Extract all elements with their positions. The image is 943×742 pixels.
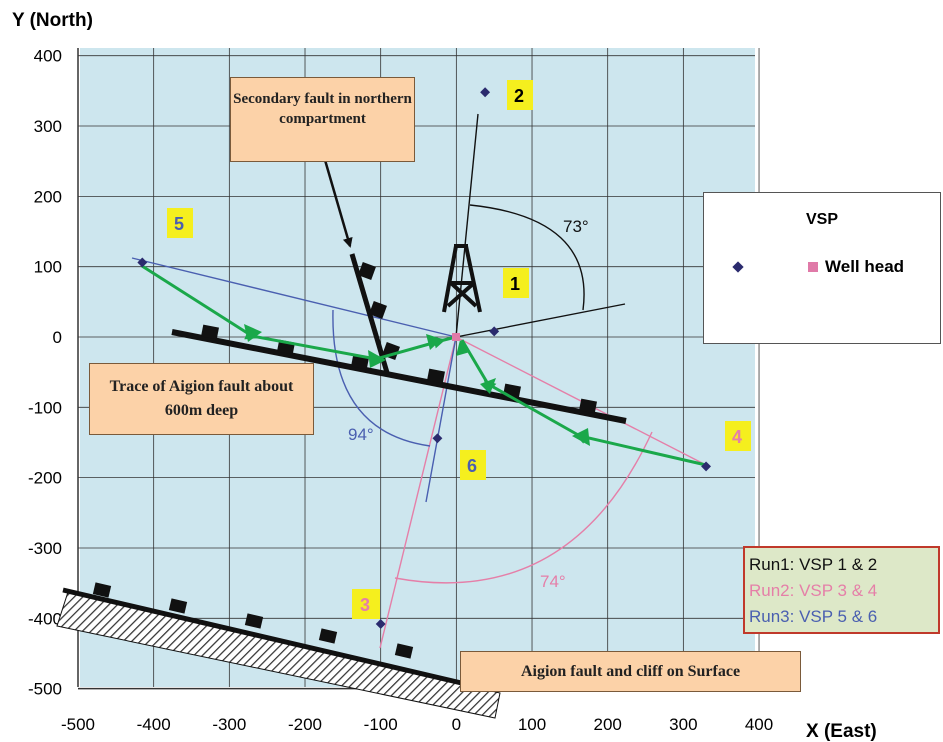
vsp-point-1 (489, 326, 500, 337)
surface-fault-line (62, 587, 471, 688)
x-tick-label: 400 (745, 715, 773, 734)
y-tick-label: -400 (28, 609, 62, 628)
vsp-point-6 (432, 433, 443, 444)
legend-title: VSP (805, 211, 838, 228)
angle-74-label: 74° (540, 572, 566, 591)
svg-text:6: 6 (467, 456, 477, 476)
y-tick-label: -200 (28, 469, 62, 488)
x-tick-label: 100 (518, 715, 546, 734)
vsp-point-4 (701, 461, 712, 472)
svg-text:2: 2 (514, 86, 524, 106)
y-tick-label: -100 (28, 398, 62, 417)
run3-label: Run3: VSP 5 & 6 (749, 607, 878, 626)
x-tick-label: 200 (594, 715, 622, 734)
run1-label: Run1: VSP 1 & 2 (749, 555, 878, 574)
derrick-icon (442, 244, 482, 313)
surface-fault-callout: Aigion fault and cliff on Surface (460, 651, 801, 692)
vsp-point-3 (375, 618, 386, 629)
x-tick-label: -100 (364, 715, 398, 734)
trace-callout: Trace of Aigion fault about 600m deep (89, 363, 314, 435)
green-arrowheads (244, 324, 590, 446)
svg-text:4: 4 (732, 427, 742, 447)
legend-vsp-marker (732, 261, 744, 273)
x-tick-label: 0 (452, 715, 461, 734)
y-tick-label: -300 (28, 539, 62, 558)
surface-fault-teeth (92, 582, 414, 659)
secondary-fault-arrow (323, 159, 353, 248)
x-tick-label: -500 (61, 715, 95, 734)
y-tick-label: 200 (34, 187, 62, 206)
run1-lines (455, 113, 626, 338)
x-tick-label: 300 (669, 715, 697, 734)
angle-73-label: 73° (563, 217, 589, 236)
well-head-marker (452, 333, 460, 341)
y-tick-label: 300 (34, 117, 62, 136)
x-tick-label: -200 (288, 715, 322, 734)
angle-94-label: 94° (348, 425, 374, 444)
x-tick-label: -300 (212, 715, 246, 734)
svg-text:1: 1 (510, 274, 520, 294)
tick-labels: -500 -400 -300 -200 -100 0 100 200 300 400 400 300 2… (28, 47, 773, 734)
runs-legend: Run1: VSP 1 & 2 Run2: VSP 3 & 4 Run3: VS… (743, 546, 940, 634)
legend-well-head-marker (808, 262, 818, 272)
y-tick-label: 100 (34, 258, 62, 277)
legend: VSP Well head (703, 192, 941, 344)
svg-text:5: 5 (174, 214, 184, 234)
run2-label: Run2: VSP 3 & 4 (749, 581, 878, 600)
point-labels: 1 2 3 4 5 6 (167, 80, 751, 619)
x-tick-label: -400 (137, 715, 171, 734)
y-tick-label: 400 (34, 47, 62, 66)
y-tick-label: 0 (53, 328, 62, 347)
x-axis-title: X (East) (806, 721, 877, 742)
svg-text:3: 3 (360, 595, 370, 615)
vsp-point-5 (137, 257, 148, 268)
secondary-fault-callout: Secondary fault in northern compartment (230, 77, 415, 162)
y-axis-title: Y (North) (12, 10, 93, 31)
legend-well-head-label: Well head (825, 257, 905, 276)
y-tick-label: -500 (28, 680, 62, 699)
